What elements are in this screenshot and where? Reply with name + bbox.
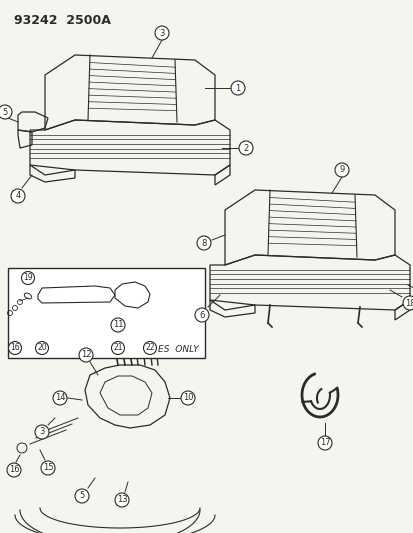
Circle shape [111,342,124,354]
Text: 5: 5 [2,108,7,117]
Text: 18: 18 [404,298,413,308]
Text: 17: 17 [319,439,330,448]
Circle shape [230,81,244,95]
Circle shape [53,391,67,405]
Text: 11: 11 [112,320,123,329]
Text: 13: 13 [116,496,127,505]
Circle shape [402,296,413,310]
Text: 21: 21 [113,343,122,352]
Text: 6: 6 [199,311,204,319]
Text: 16: 16 [10,343,20,352]
Text: 12: 12 [81,351,91,359]
Circle shape [154,26,169,40]
Circle shape [143,342,156,354]
Circle shape [238,141,252,155]
Text: 16: 16 [9,465,19,474]
Text: ES  ONLY: ES ONLY [158,345,198,354]
Circle shape [115,493,129,507]
Text: 19: 19 [23,273,33,282]
Text: 93242  2500A: 93242 2500A [14,14,111,27]
Text: 20: 20 [37,343,47,352]
Text: 4: 4 [15,191,21,200]
Circle shape [197,236,211,250]
Circle shape [334,163,348,177]
Circle shape [9,342,21,354]
Circle shape [36,342,48,354]
Circle shape [11,189,25,203]
Text: 9: 9 [339,166,344,174]
Text: 3: 3 [39,427,45,437]
Circle shape [79,348,93,362]
Circle shape [111,318,125,332]
Text: 8: 8 [201,238,206,247]
Text: 15: 15 [43,464,53,472]
Circle shape [0,105,12,119]
Text: 14: 14 [55,393,65,402]
Text: 10: 10 [182,393,193,402]
Text: 3: 3 [159,28,164,37]
Circle shape [35,425,49,439]
Circle shape [75,489,89,503]
Text: 5: 5 [79,491,84,500]
Circle shape [7,463,21,477]
Circle shape [41,461,55,475]
Bar [8,268,204,358]
Circle shape [195,308,209,322]
Circle shape [317,436,331,450]
Text: 22: 22 [145,343,154,352]
Circle shape [21,271,34,285]
Text: 2: 2 [243,143,248,152]
Text: 1: 1 [235,84,240,93]
Circle shape [180,391,195,405]
